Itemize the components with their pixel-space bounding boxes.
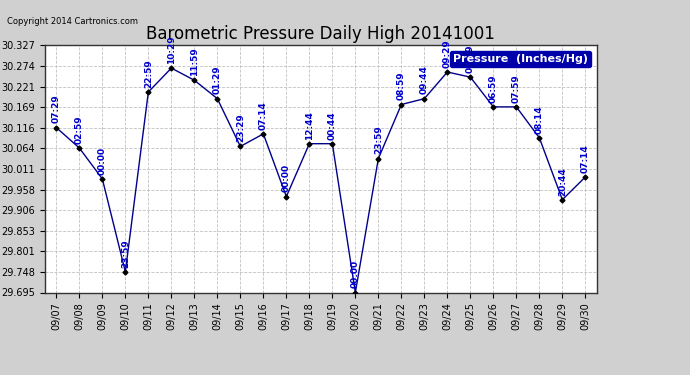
Text: 23:59: 23:59 [374, 126, 383, 154]
Text: 10:29: 10:29 [167, 35, 176, 64]
Text: 08:14: 08:14 [535, 105, 544, 134]
Text: 00:00: 00:00 [282, 164, 291, 192]
Text: 09:29: 09:29 [443, 39, 452, 68]
Text: 20:44: 20:44 [558, 167, 567, 195]
Text: 02:59: 02:59 [75, 115, 84, 144]
Text: 23:59: 23:59 [121, 239, 130, 268]
Text: 07:59: 07:59 [512, 74, 521, 103]
Text: 23:29: 23:29 [236, 114, 245, 142]
Text: 07:29: 07:29 [52, 95, 61, 123]
Text: 09:44: 09:44 [420, 66, 429, 94]
Text: 07:14: 07:14 [581, 144, 590, 173]
Text: 00:44: 00:44 [328, 111, 337, 140]
Text: 07:14: 07:14 [259, 101, 268, 130]
Title: Barometric Pressure Daily High 20141001: Barometric Pressure Daily High 20141001 [146, 26, 495, 44]
Text: 00:00: 00:00 [98, 147, 107, 175]
Text: 01:29: 01:29 [213, 66, 222, 94]
Text: Copyright 2014 Cartronics.com: Copyright 2014 Cartronics.com [7, 17, 138, 26]
Text: 08:59: 08:59 [397, 72, 406, 100]
Text: 08:29: 08:29 [466, 44, 475, 73]
Text: 06:59: 06:59 [489, 74, 498, 103]
Text: 22:59: 22:59 [144, 59, 153, 88]
Text: 00:00: 00:00 [351, 260, 360, 288]
Text: 11:59: 11:59 [190, 47, 199, 76]
Text: 12:44: 12:44 [305, 111, 314, 140]
Legend: Pressure  (Inches/Hg): Pressure (Inches/Hg) [450, 51, 591, 67]
